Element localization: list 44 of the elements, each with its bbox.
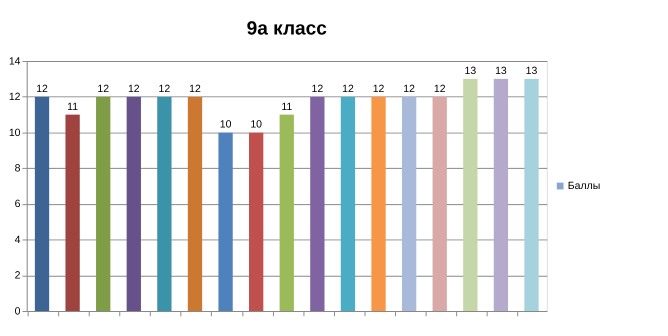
bar — [280, 114, 294, 312]
data-label: 12 — [342, 84, 354, 95]
bar — [432, 96, 447, 312]
data-label: 12 — [312, 84, 324, 95]
data-label: 11 — [281, 102, 292, 113]
data-label: 12 — [36, 84, 48, 95]
y-tick-label: 4 — [14, 234, 21, 246]
data-label: 12 — [434, 84, 446, 95]
data-label: 12 — [158, 84, 170, 95]
bar — [340, 96, 356, 312]
data-label: 13 — [464, 66, 476, 78]
bar — [157, 96, 172, 312]
y-tick-label: 8 — [14, 164, 21, 175]
bar — [494, 78, 508, 312]
y-tick-label: 14 — [8, 56, 21, 68]
chart-title: 9а класс — [246, 18, 328, 40]
legend-label: Баллы — [568, 180, 600, 192]
bar — [218, 132, 233, 312]
data-label: 12 — [403, 84, 416, 95]
bar — [65, 114, 80, 312]
y-tick-label: 2 — [14, 270, 21, 282]
data-label: 10 — [220, 120, 232, 131]
bar — [524, 78, 539, 312]
data-label: 13 — [495, 66, 507, 78]
data-label: 12 — [128, 84, 140, 95]
bar — [126, 96, 141, 312]
y-tick-label: 12 — [8, 92, 21, 104]
bar — [96, 96, 110, 312]
data-label: 12 — [189, 84, 201, 95]
data-label: 12 — [372, 84, 385, 95]
y-tick-label: 6 — [14, 199, 21, 210]
y-tick-label: 0 — [14, 306, 21, 318]
bar — [463, 78, 478, 312]
data-label: 13 — [526, 66, 538, 78]
data-label: 10 — [250, 120, 262, 131]
bar — [188, 96, 202, 312]
bar — [249, 132, 264, 312]
bar — [402, 96, 416, 312]
bar — [310, 96, 325, 312]
data-label: 12 — [97, 84, 110, 95]
bar — [34, 96, 50, 312]
y-tick-label: 10 — [8, 128, 21, 139]
bar — [371, 96, 386, 312]
data-label: 11 — [67, 102, 78, 113]
